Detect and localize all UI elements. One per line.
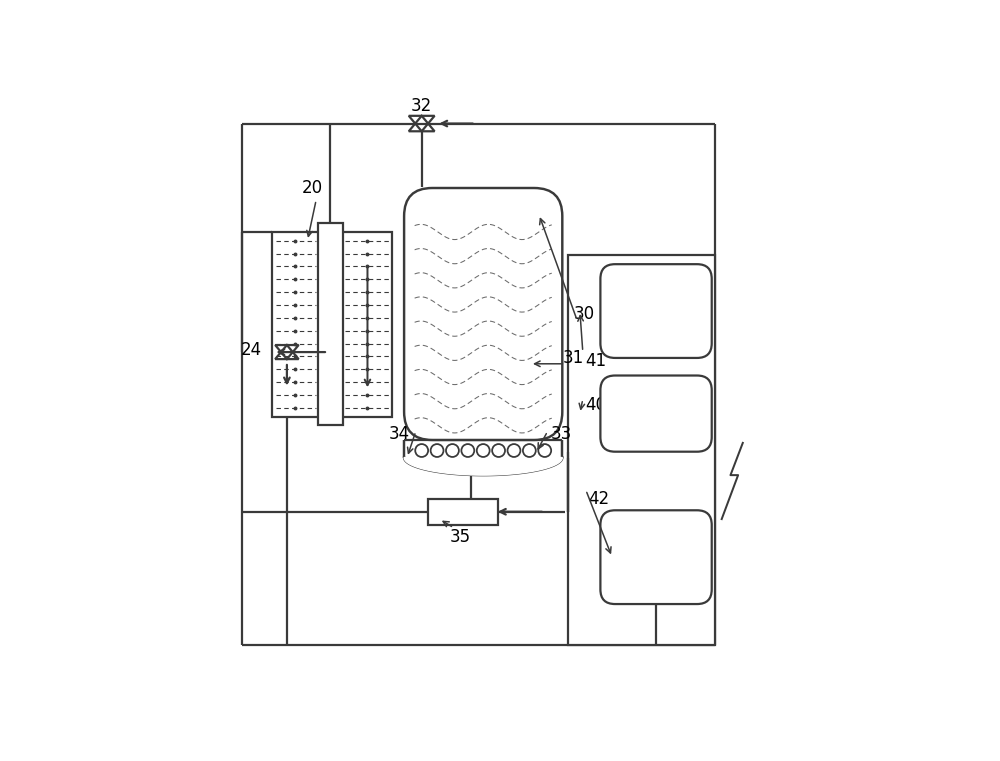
Bar [428,498,498,525]
Text: 41: 41 [586,352,607,370]
FancyBboxPatch shape [404,188,562,440]
FancyBboxPatch shape [600,264,712,358]
Text: 34: 34 [389,425,410,443]
Bar [318,223,343,425]
Text: 31: 31 [562,349,584,367]
Bar [272,232,392,416]
Text: 35: 35 [449,527,470,546]
Text: 30: 30 [574,305,595,323]
FancyBboxPatch shape [600,375,712,452]
Text: 40: 40 [586,396,607,414]
Polygon shape [404,457,562,475]
Text: 32: 32 [411,97,432,115]
FancyBboxPatch shape [600,511,712,604]
Text: 33: 33 [551,425,572,443]
Text: 42: 42 [589,489,610,508]
Text: 20: 20 [302,179,323,197]
Text: 24: 24 [241,342,262,359]
Bar [568,256,715,645]
